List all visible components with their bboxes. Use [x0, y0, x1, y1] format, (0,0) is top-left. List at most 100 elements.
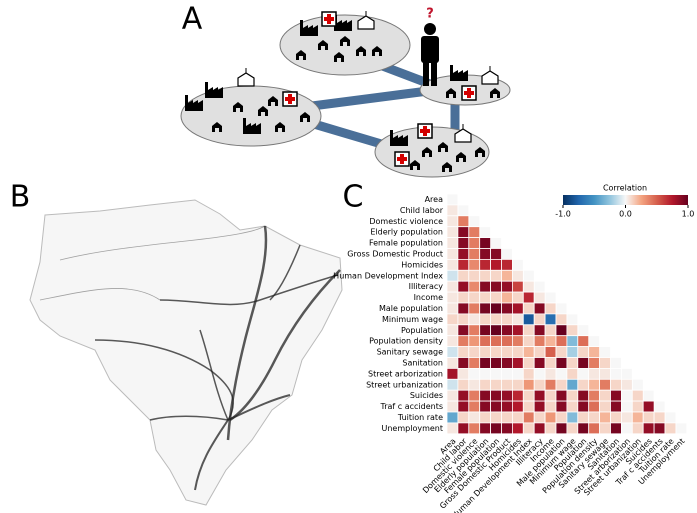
heat-cell	[522, 313, 535, 326]
heat-cell	[446, 357, 459, 369]
heat-cell	[631, 400, 644, 413]
heat-cell	[457, 313, 470, 326]
heat-cell	[566, 400, 579, 413]
house-icon	[300, 112, 310, 122]
diagonal-cell	[610, 357, 622, 369]
heat-cell	[577, 357, 590, 369]
factory-icon	[243, 118, 261, 134]
heat-cell	[555, 411, 568, 424]
heat-cell	[599, 411, 611, 424]
heat-cell	[468, 411, 481, 424]
hospital-cross	[397, 154, 407, 164]
school-icon	[454, 128, 472, 143]
heat-cell	[555, 335, 568, 348]
heat-cell	[468, 378, 481, 391]
heat-cell	[479, 291, 492, 304]
heat-cell	[490, 357, 502, 369]
heat-cell	[512, 422, 524, 435]
panel-label: C	[343, 180, 364, 215]
route	[194, 419, 229, 491]
heat-cell	[446, 335, 459, 348]
heat-cell	[599, 422, 611, 435]
heat-cell	[522, 400, 535, 413]
heat-cell	[599, 378, 611, 391]
heat-cell	[446, 324, 459, 337]
row-label: Traf c accidents	[380, 402, 444, 411]
heat-cell	[522, 302, 535, 315]
heat-cell	[490, 313, 502, 326]
heat-cell	[533, 367, 546, 380]
heat-cell	[468, 258, 481, 271]
heat-cell	[457, 269, 470, 282]
diagonal-cell	[621, 367, 633, 380]
factory-icon	[300, 20, 318, 36]
heat-cell	[533, 400, 546, 413]
factory-icon	[334, 15, 352, 31]
heat-cell	[621, 378, 633, 391]
heat-cell	[446, 378, 459, 391]
heat-cell	[512, 313, 524, 326]
heat-cell	[479, 346, 492, 358]
heat-cell	[577, 422, 590, 435]
heat-cell	[566, 335, 579, 348]
heat-cell	[479, 258, 492, 271]
heat-cell	[512, 291, 524, 304]
heat-cell	[566, 378, 579, 391]
factory-icon	[205, 82, 223, 98]
heat-cell	[479, 324, 492, 337]
heat-cell	[512, 389, 524, 402]
row-label: Area	[425, 195, 444, 204]
row-label: Street arborization	[368, 369, 443, 378]
heat-cell	[468, 302, 481, 315]
colorbar-label: Correlation	[603, 184, 647, 193]
house-icon	[318, 40, 328, 50]
heat-cell	[544, 378, 557, 391]
heat-cell	[468, 291, 481, 304]
row-label: Suicides	[410, 391, 443, 400]
heat-cell	[599, 367, 611, 380]
heat-cell	[468, 324, 481, 337]
person-leg	[423, 60, 429, 86]
heat-cell	[522, 389, 535, 402]
link	[307, 86, 433, 111]
heat-cell	[501, 400, 513, 413]
heat-cell	[642, 400, 655, 413]
row-label: Human Development Index	[333, 271, 443, 280]
heat-cell	[490, 335, 502, 348]
link	[309, 119, 393, 151]
heat-cell	[490, 346, 502, 358]
route	[94, 339, 234, 421]
heat-cell	[446, 280, 459, 293]
heat-cell	[479, 378, 492, 391]
heat-cell	[468, 422, 481, 435]
diagonal-cell	[501, 248, 513, 260]
heat-cell	[446, 204, 459, 217]
heat-cell	[522, 346, 535, 358]
heat-cell	[533, 357, 546, 369]
heat-cell	[479, 422, 492, 435]
hospital-cross	[464, 88, 474, 98]
row-label: Tuition rate	[397, 413, 443, 422]
route	[149, 415, 229, 421]
heat-cell	[555, 346, 568, 358]
house-icon	[446, 88, 456, 98]
factory-icon	[185, 95, 203, 111]
row-label: Sanitary sewage	[377, 348, 443, 357]
heat-cell	[588, 378, 601, 391]
heat-cell	[446, 215, 459, 228]
diagonal-cell	[599, 346, 611, 358]
heat-cell	[621, 422, 633, 435]
heat-cell	[544, 367, 557, 380]
row-label: Illiteracy	[409, 282, 444, 291]
row-label: Unemployment	[382, 424, 444, 433]
hospital-cross	[324, 14, 334, 24]
heat-cell	[533, 378, 546, 391]
heat-cell	[490, 367, 502, 380]
heat-cell	[566, 324, 579, 337]
person-body	[421, 36, 439, 63]
route	[269, 244, 301, 301]
school-icon	[481, 70, 499, 85]
heat-cell	[490, 378, 502, 391]
school-icon	[237, 72, 255, 87]
heat-cell	[577, 389, 590, 402]
